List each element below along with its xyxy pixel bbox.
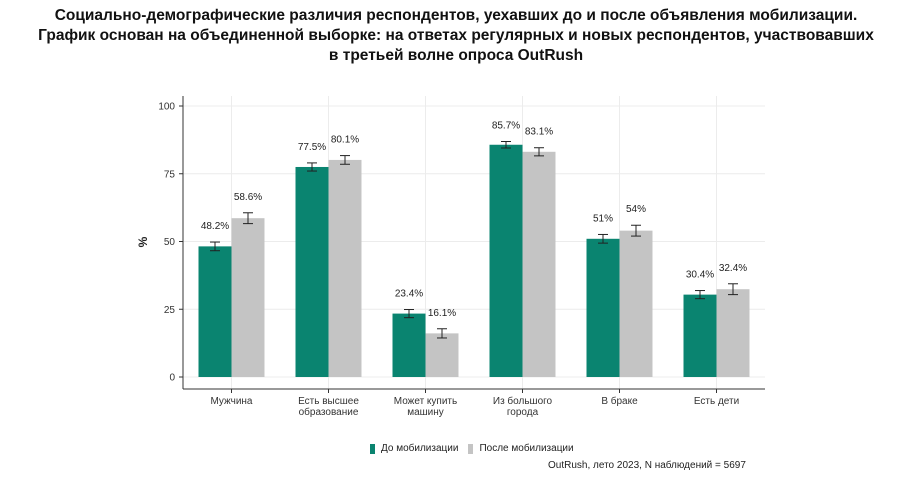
data-label-0-0: 48.2% (201, 221, 229, 232)
data-label-0-2: 23.4% (395, 289, 423, 300)
x-tick-label-2-0: Может купить (394, 396, 457, 407)
y-tick-label-2: 50 (164, 237, 176, 248)
y-tick-label-1: 25 (164, 305, 176, 316)
y-tick-label-0: 0 (169, 373, 175, 384)
x-tick-label-3-0: Из большого (493, 395, 553, 407)
legend-swatch-before (370, 443, 375, 454)
x-tick-label-3-1: города (507, 407, 539, 418)
bar-after-0 (231, 218, 265, 377)
data-label-1-2: 16.1% (428, 308, 456, 319)
bar-chart: 0 25 50 75 100% Мужчина 48.2% 58.6% Есть высшеео… (136, 96, 765, 418)
data-label-1-3: 83.1% (525, 127, 553, 138)
source-note: OutRush, лето 2023, N наблюдений = 5697 (548, 460, 746, 471)
x-tick-label-1-1: образование (299, 406, 359, 418)
y-tick-label-4: 100 (158, 102, 175, 113)
data-label-0-1: 77.5% (298, 142, 326, 153)
legend-label-before: До мобилизации (381, 443, 459, 454)
chart-title-line-2: График основан на объединенной выборке: … (38, 27, 874, 44)
bar-before-3 (489, 144, 523, 377)
x-tick-label-1-0: Есть высшее (298, 396, 359, 407)
x-tick-label-5-0: Есть дети (694, 396, 739, 407)
chart-title-line-3: в третьей волне опроса OutRush (328, 47, 584, 64)
bar-before-2 (392, 313, 426, 377)
data-label-0-3: 85.7% (492, 121, 520, 132)
y-axis-label: % (136, 236, 150, 247)
x-tick-label-0-0: Мужчина (210, 396, 252, 407)
data-label-1-4: 54% (626, 204, 646, 215)
bar-after-4 (619, 230, 653, 377)
bar-after-5 (716, 289, 750, 377)
legend-swatch-after (468, 443, 474, 454)
bar-before-5 (683, 294, 717, 377)
chart-title: Социально-демографические различия респо… (0, 6, 912, 66)
data-label-1-5: 32.4% (719, 263, 747, 274)
y-tick-label-3: 75 (164, 169, 176, 180)
x-tick-label-2-1: машину (407, 407, 444, 418)
bar-after-3 (522, 151, 556, 377)
legend-label-after: После мобилизации (479, 443, 574, 454)
legend: До мобилизации После мобилизации (370, 443, 574, 454)
data-label-0-5: 30.4% (686, 270, 714, 281)
data-label-1-0: 58.6% (234, 192, 262, 203)
data-label-0-4: 51% (593, 213, 613, 224)
chart-title-line-1: Социально-демографические различия респо… (54, 7, 858, 24)
bar-before-0 (198, 246, 232, 377)
bar-before-1 (295, 166, 329, 377)
bar-after-2 (425, 333, 459, 377)
x-tick-label-4-0: В браке (601, 395, 638, 407)
bar-after-1 (328, 159, 362, 377)
bar-before-4 (586, 238, 620, 377)
data-label-1-1: 80.1% (331, 135, 359, 146)
